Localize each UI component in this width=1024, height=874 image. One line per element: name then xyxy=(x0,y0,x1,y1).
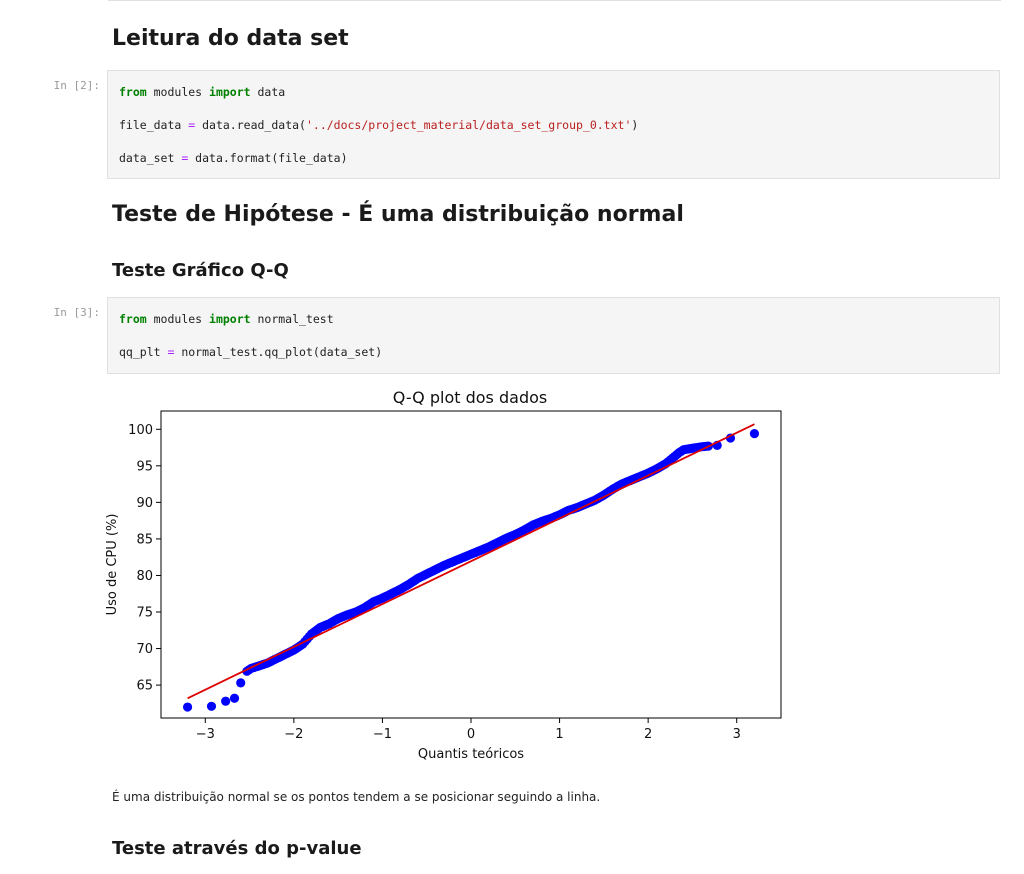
code-line-import-normal-test: from modules import normal_test xyxy=(119,312,334,326)
y-tick-label: 75 xyxy=(136,606,153,621)
x-tick-label: −3 xyxy=(196,727,215,742)
x-tick-label: 1 xyxy=(555,727,563,742)
data-point-0 xyxy=(182,702,193,712)
x-axis-ticks: −3 −2 −1 0 1 2 3 xyxy=(196,718,741,742)
section-divider xyxy=(108,0,1001,1)
code-line-read-data: file_data = data.read_data('../docs/proj… xyxy=(119,118,639,132)
y-tick-label: 70 xyxy=(136,642,153,657)
y-axis-ticks: 65 70 75 80 85 90 95 100 xyxy=(128,423,161,694)
x-tick-label: −2 xyxy=(284,727,303,742)
x-tick-label: −1 xyxy=(373,727,392,742)
data-point-4 xyxy=(236,678,246,688)
data-point-215 xyxy=(725,433,736,443)
y-tick-label: 85 xyxy=(136,532,153,547)
y-tick-label: 95 xyxy=(136,459,153,474)
y-tick-label: 100 xyxy=(128,423,153,438)
cell-prompt-2: In [2]: xyxy=(53,79,100,92)
fit-line xyxy=(187,423,755,700)
x-axis-label: Quantis teóricos xyxy=(418,747,524,762)
code-cell-2[interactable]: from modules import data file_data = dat… xyxy=(107,70,1000,179)
code-line-format: data_set = data.format(file_data) xyxy=(119,151,348,165)
markdown-explanation-text: É uma distribuição normal se os pontos t… xyxy=(112,790,601,804)
code-line-import-data: from modules import data xyxy=(119,85,286,99)
heading-teste-hipotese: Teste de Hipótese - É uma distribuição n… xyxy=(112,202,684,227)
y-tick-label: 80 xyxy=(136,569,153,584)
heading-teste-p-value: Teste através do p-value xyxy=(112,838,362,859)
fit-line-layer xyxy=(187,423,755,700)
data-point-1 xyxy=(206,701,217,711)
heading-leitura-data-set: Leitura do data set xyxy=(112,26,349,51)
cell-prompt-3: In [3]: xyxy=(53,306,100,319)
x-tick-label: 0 xyxy=(467,727,475,742)
data-point-216 xyxy=(749,429,760,439)
code-cell-3[interactable]: from modules import normal_test qq_plt =… xyxy=(107,297,1000,374)
x-tick-label: 2 xyxy=(644,727,652,742)
data-point-3 xyxy=(229,693,240,703)
heading-teste-grafico-qq: Teste Gráfico Q-Q xyxy=(112,260,289,281)
code-line-qq-plot: qq_plt = normal_test.qq_plot(data_set) xyxy=(119,345,383,359)
data-point-2 xyxy=(221,696,231,706)
y-axis-label: Uso de CPU (%) xyxy=(105,514,120,616)
qq-plot-chart: Q-Q plot dos dados −3 −2 −1 0 1 2 3 65 70 75 80 85… xyxy=(105,388,782,762)
y-tick-label: 90 xyxy=(136,496,153,511)
y-tick-label: 65 xyxy=(136,679,153,694)
chart-title: Q-Q plot dos dados xyxy=(393,388,547,407)
data-points xyxy=(182,429,760,712)
x-tick-label: 3 xyxy=(733,727,741,742)
